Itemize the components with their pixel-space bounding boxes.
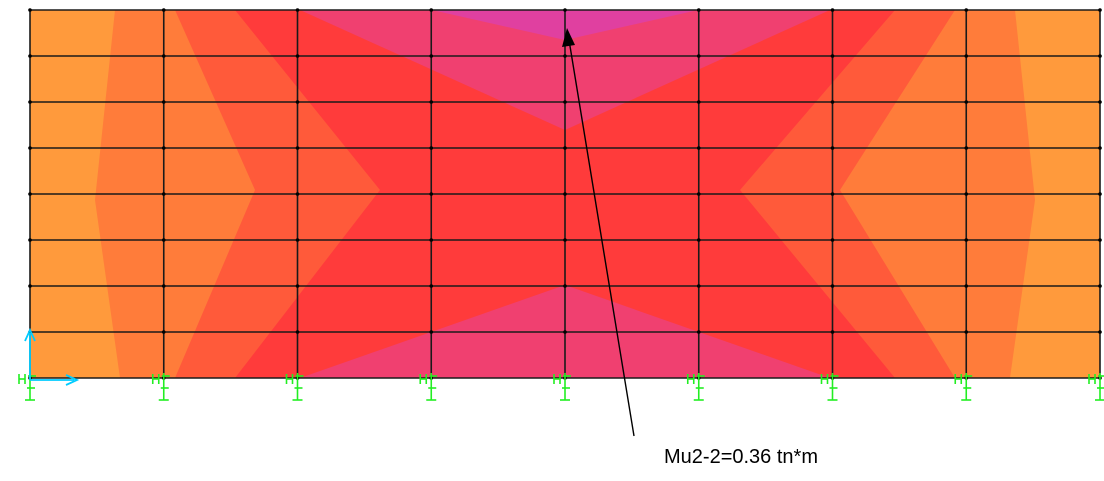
support-symbols (18, 373, 1104, 401)
axis-vertical-arrow (24, 327, 36, 342)
grid-node (696, 192, 701, 196)
support-icon (1088, 373, 1104, 401)
grid-node (161, 100, 166, 104)
grid-node (830, 146, 835, 150)
grid-node (1098, 284, 1102, 288)
grid-node (964, 192, 969, 196)
grid-node (429, 284, 434, 288)
grid-node (830, 330, 835, 334)
grid-node (429, 192, 434, 196)
grid-node (429, 238, 434, 242)
grid-node (28, 8, 32, 12)
grid-node (28, 192, 32, 196)
axis-horizontal-arrow (65, 374, 80, 386)
grid-node (964, 54, 969, 58)
grid-node (161, 192, 166, 196)
grid-node (563, 146, 567, 150)
grid-node (161, 330, 166, 334)
grid-node (964, 100, 969, 104)
grid-node (1098, 146, 1102, 150)
grid-node (563, 192, 567, 196)
grid-node (429, 100, 434, 104)
grid-node (830, 8, 835, 12)
support-icon (820, 373, 839, 401)
grid-node (830, 238, 835, 242)
grid-node (161, 8, 166, 12)
grid-node (161, 54, 166, 58)
grid-node (696, 330, 701, 334)
support-icon (954, 373, 973, 401)
annotation-label: Mu2-2=0.36 tn*m (664, 446, 818, 468)
grid-node (295, 146, 300, 150)
grid-node (28, 238, 32, 242)
grid-node (563, 8, 567, 12)
grid-node (830, 54, 835, 58)
grid-node (295, 284, 300, 288)
grid-node (696, 146, 701, 150)
support-icon (285, 373, 304, 401)
grid-node (830, 192, 835, 196)
grid-node (295, 238, 300, 242)
grid-node (295, 100, 300, 104)
grid-node (1098, 238, 1102, 242)
grid-node (563, 284, 567, 288)
support-icon (686, 373, 705, 401)
grid-node (696, 100, 701, 104)
grid-node (429, 8, 434, 12)
annotation-leader (562, 28, 635, 437)
grid-node (1098, 100, 1102, 104)
grid-node (696, 238, 701, 242)
grid-node (161, 238, 166, 242)
grid-node (964, 284, 969, 288)
leader-line (568, 39, 635, 437)
grid-node (295, 8, 300, 12)
leader-arrowhead (562, 28, 575, 47)
grid-node (1098, 192, 1102, 196)
support-icon (151, 373, 170, 401)
grid-node (696, 8, 701, 12)
grid-node (964, 8, 969, 12)
grid-node (28, 54, 32, 58)
grid-node (161, 284, 166, 288)
support-icon (419, 373, 438, 401)
grid-node (563, 238, 567, 242)
grid-node (830, 100, 835, 104)
grid-node (295, 330, 300, 334)
grid-node (830, 284, 835, 288)
grid-node (1098, 8, 1102, 12)
support-icon (553, 373, 571, 401)
grid-node (563, 330, 567, 334)
grid-node (295, 192, 300, 196)
grid-node (1098, 54, 1102, 58)
axis-triad (24, 327, 80, 386)
grid-node (429, 54, 434, 58)
grid-node (28, 146, 32, 150)
grid-node (28, 284, 32, 288)
grid-node (429, 330, 434, 334)
grid-node (696, 54, 701, 58)
grid-node (563, 100, 567, 104)
grid-node (964, 330, 969, 334)
grid-node (964, 238, 969, 242)
grid-node (429, 146, 434, 150)
grid-node (964, 146, 969, 150)
grid-node (1098, 330, 1102, 334)
grid-node (295, 54, 300, 58)
grid-node (161, 146, 166, 150)
grid-node (696, 284, 701, 288)
grid-node (563, 54, 567, 58)
grid-node (28, 100, 32, 104)
